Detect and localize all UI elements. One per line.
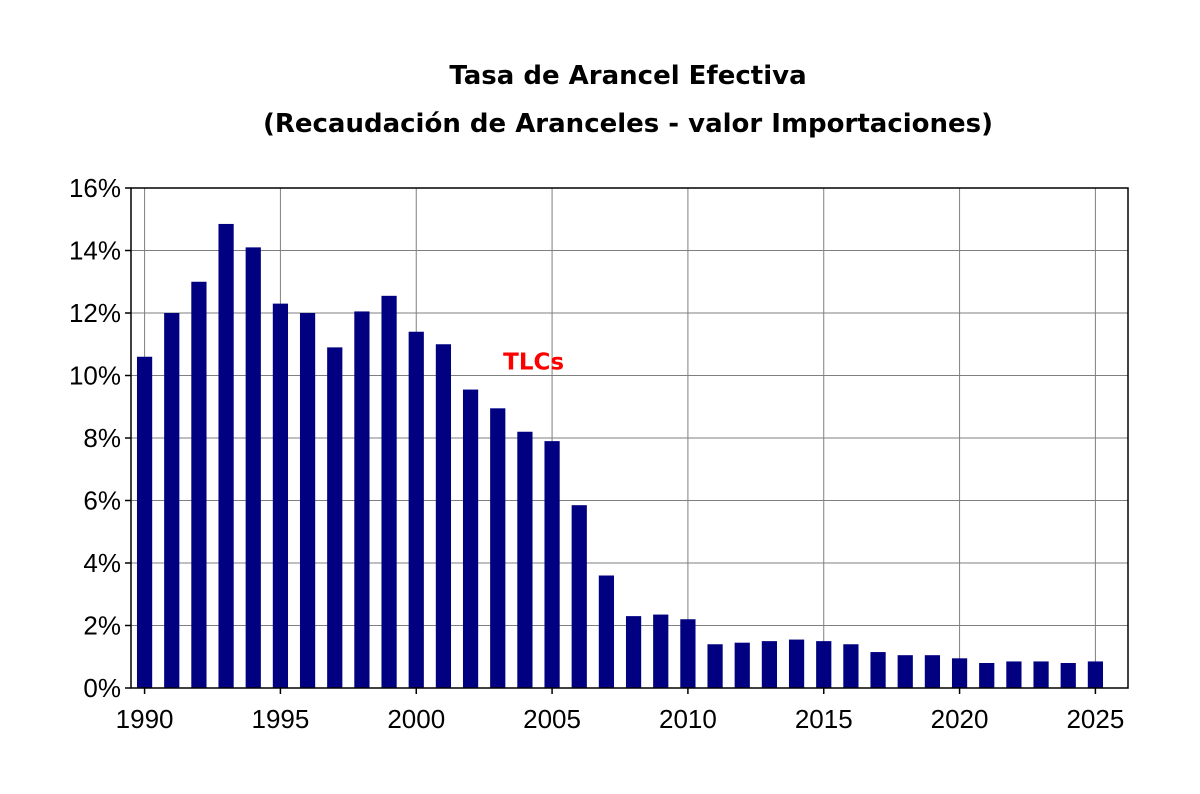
x-tick-label: 2000 [387, 704, 445, 734]
x-tick-label: 2010 [659, 704, 717, 734]
bar-1990 [136, 356, 153, 688]
bar-2022 [1006, 661, 1022, 688]
bar-1997 [327, 347, 343, 688]
y-tick-label: 10% [69, 361, 121, 391]
bar-2006 [571, 505, 587, 688]
bar-1994 [245, 247, 261, 688]
bar-2024 [1060, 663, 1076, 688]
bar-2012 [734, 642, 750, 688]
bar-2017 [870, 652, 886, 688]
y-tick-label: 12% [69, 298, 121, 328]
bar-2005 [544, 441, 560, 688]
x-tick-label: 2015 [795, 704, 853, 734]
bar-1991 [164, 313, 180, 688]
bar-2003 [490, 408, 506, 688]
x-tick-label: 2020 [931, 704, 989, 734]
bar-2007 [598, 575, 615, 688]
bar-2025 [1087, 661, 1104, 688]
bar-1993 [218, 223, 234, 688]
chart-title: Tasa de Arancel Efectiva [449, 61, 806, 91]
bar-2009 [653, 614, 669, 688]
x-tick-label: 2005 [523, 704, 581, 734]
y-tick-label: 14% [69, 236, 121, 266]
bar-2018 [897, 655, 913, 688]
y-tick-label: 8% [83, 423, 121, 453]
bar-2004 [517, 431, 533, 688]
bar-1998 [354, 311, 370, 688]
x-tick-label: 1990 [116, 704, 174, 734]
bar-2000 [408, 331, 424, 688]
bar-2021 [979, 663, 995, 688]
bar-1992 [191, 281, 207, 688]
x-axis-ticks: 1990 1995 2000 2005 2010 2015 2020 2025 [116, 688, 1124, 734]
y-tick-label: 2% [83, 611, 121, 641]
y-tick-label: 16% [69, 173, 121, 203]
bar-2016 [843, 644, 859, 688]
bar-2014 [788, 639, 805, 688]
x-tick-label: 1995 [251, 704, 309, 734]
bar-1999 [381, 295, 397, 688]
bar-2013 [761, 641, 778, 688]
bar-2001 [435, 344, 452, 688]
bar-2015 [816, 641, 832, 688]
bar-1996 [299, 313, 316, 688]
bar-2023 [1033, 661, 1049, 688]
grid-lines [131, 188, 1128, 688]
bar-2020 [951, 658, 968, 688]
chart-subtitle: (Recaudación de Aranceles - valor Import… [263, 109, 993, 139]
x-tick-label: 2025 [1066, 704, 1124, 734]
bars [136, 223, 1104, 688]
bar-2010 [680, 619, 696, 688]
y-axis-ticks: 0% 2% 4% 6% 8% 10% 12% 14% 16% [69, 173, 131, 703]
y-tick-label: 6% [83, 486, 121, 516]
tlcs-annotation: TLCs [503, 349, 564, 375]
bar-2019 [924, 655, 941, 688]
y-tick-label: 4% [83, 548, 121, 578]
bar-1995 [272, 303, 289, 688]
bar-2008 [625, 616, 642, 688]
bar-2011 [707, 644, 723, 688]
bar-2002 [462, 389, 479, 688]
y-tick-label: 0% [83, 673, 121, 703]
